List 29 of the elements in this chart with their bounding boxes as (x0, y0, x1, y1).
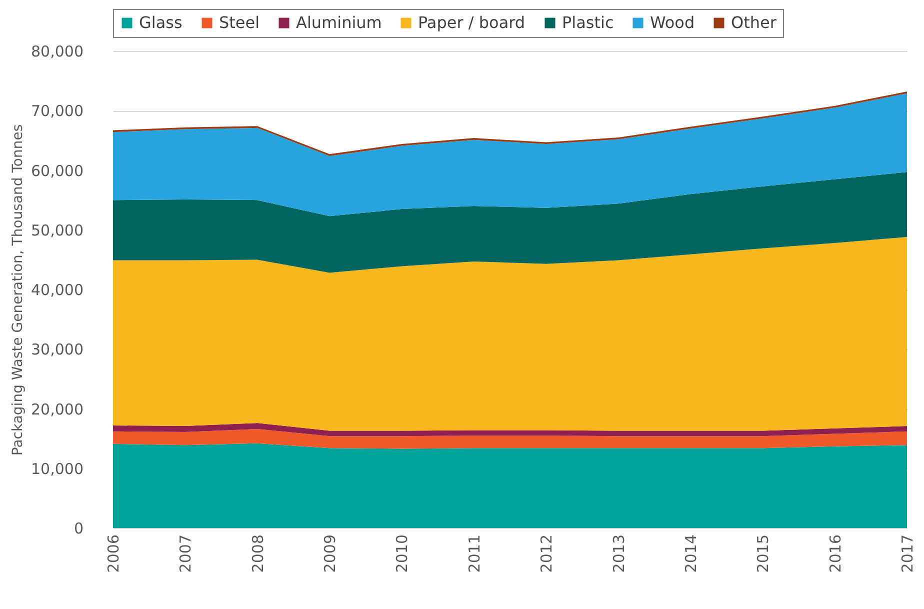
x-tick-label: 2006 (104, 534, 122, 573)
y-tick-label: 50,000 (31, 221, 84, 240)
x-tick-label: 2016 (826, 534, 844, 573)
y-tick-label: 40,000 (31, 281, 84, 299)
x-tick-label: 2011 (465, 534, 484, 573)
legend-label: Paper / board (418, 13, 526, 32)
x-tick-label: 2017 (898, 534, 916, 573)
legend-label: Steel (219, 13, 260, 32)
y-tick-label: 30,000 (31, 340, 84, 359)
x-tick-label: 2009 (321, 534, 340, 573)
y-tick-label: 80,000 (31, 42, 84, 60)
x-tick-label: 2012 (538, 534, 556, 573)
x-tick-label: 2007 (176, 534, 195, 573)
x-tick-label: 2014 (682, 534, 700, 573)
x-tick-label: 2008 (248, 534, 267, 573)
x-tick-label: 2013 (610, 534, 628, 573)
y-tick-label: 70,000 (31, 102, 84, 120)
legend-label: Aluminium (296, 13, 382, 32)
legend-label: Other (731, 13, 777, 32)
legend-label: Wood (650, 13, 695, 32)
y-tick-label: 60,000 (31, 162, 84, 180)
y-axis-title: Packaging Waste Generation, Thousand Tonnes (10, 124, 26, 456)
y-tick-label: 0 (74, 520, 84, 538)
legend-label: Glass (139, 13, 182, 32)
y-tick-label: 20,000 (31, 400, 84, 418)
x-tick-label: 2010 (393, 534, 412, 573)
legend-label: Plastic (562, 13, 614, 32)
x-tick-label: 2015 (754, 534, 772, 573)
y-tick-label: 10,000 (31, 460, 84, 478)
